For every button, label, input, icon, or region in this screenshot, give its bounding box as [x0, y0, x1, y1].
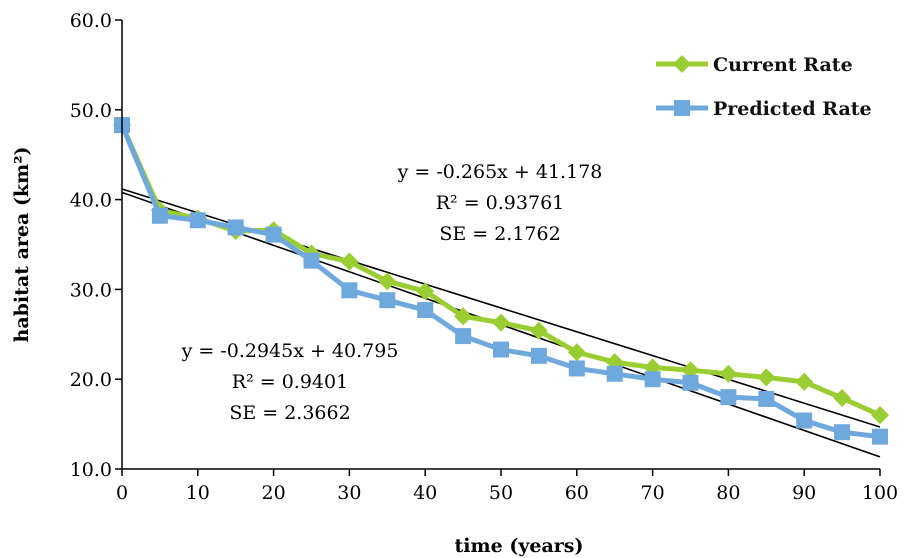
data-point — [757, 368, 776, 387]
annotation-equation: y = -0.265x + 41.178 — [397, 161, 603, 183]
x-tick-label: 80 — [716, 482, 740, 504]
y-tick-label: 50.0 — [70, 100, 112, 122]
x-tick-label: 10 — [186, 482, 210, 504]
x-tick-label: 20 — [262, 482, 286, 504]
legend: Current Rate Predicted Rate — [656, 54, 872, 120]
data-point — [151, 207, 168, 224]
data-point — [719, 364, 738, 383]
data-point — [265, 226, 282, 243]
y-tick-label: 10.0 — [70, 459, 112, 481]
data-point — [758, 390, 775, 407]
data-point — [492, 313, 510, 332]
annotation-standard-error: SE = 2.1762 — [439, 223, 560, 245]
data-point — [529, 321, 548, 340]
x-axis-title: time (years) — [455, 535, 584, 557]
annotation-r-squared: R² = 0.93761 — [436, 192, 565, 214]
data-point — [454, 307, 473, 326]
data-point — [568, 360, 585, 377]
legend-item-current-rate: Current Rate — [656, 54, 853, 76]
x-tick-label: 70 — [641, 482, 665, 504]
series-layer — [113, 116, 889, 445]
annotation-predicted-rate: y = -0.2945x + 40.795 R² = 0.9401 SE = 2… — [181, 340, 399, 424]
data-point — [378, 272, 397, 291]
x-tick-label: 100 — [862, 482, 898, 504]
data-point — [834, 424, 851, 441]
data-point — [567, 343, 586, 362]
x-tick-label: 40 — [413, 482, 437, 504]
data-point — [455, 328, 472, 345]
data-point — [416, 282, 435, 301]
legend-label-predicted-rate: Predicted Rate — [713, 98, 872, 120]
legend-marker-diamond — [673, 55, 691, 73]
annotation-current-rate: y = -0.265x + 41.178 R² = 0.93761 SE = 2… — [397, 161, 603, 245]
data-point — [189, 212, 206, 229]
annotation-equation: y = -0.2945x + 40.795 — [181, 340, 399, 362]
x-tick-label: 30 — [337, 482, 361, 504]
tick-layer: 10.0 20.0 30.0 40.0 50.0 60.0 0 10 20 30 40 50 60 70 8… — [70, 10, 898, 504]
data-point — [681, 361, 700, 380]
data-point — [682, 374, 699, 391]
data-point — [644, 371, 661, 388]
series-predicted-rate — [114, 117, 888, 445]
data-point — [227, 219, 244, 236]
y-tick-label: 30.0 — [70, 279, 112, 301]
data-point — [833, 389, 852, 408]
data-point — [341, 282, 358, 299]
data-point — [720, 389, 737, 406]
annotation-r-squared: R² = 0.9401 — [232, 371, 348, 393]
data-point — [606, 365, 623, 382]
y-tick-label: 60.0 — [70, 10, 112, 32]
y-tick-label: 20.0 — [70, 369, 112, 391]
legend-label-current-rate: Current Rate — [713, 54, 853, 76]
data-point — [303, 252, 320, 269]
annotation-standard-error: SE = 2.3662 — [229, 402, 350, 424]
x-tick-label: 90 — [792, 482, 816, 504]
data-point — [340, 252, 359, 271]
x-tick-label: 0 — [116, 482, 128, 504]
data-point — [530, 347, 547, 364]
data-point — [417, 302, 434, 319]
data-point — [872, 428, 888, 445]
data-point — [379, 292, 396, 309]
y-tick-label: 40.0 — [70, 190, 112, 212]
x-tick-label: 50 — [489, 482, 513, 504]
data-point — [871, 406, 889, 425]
legend-marker-square — [674, 100, 690, 116]
x-tick-label: 60 — [565, 482, 589, 504]
data-point — [795, 372, 814, 391]
legend-item-predicted-rate: Predicted Rate — [656, 98, 872, 120]
data-point — [493, 341, 509, 358]
data-point — [796, 412, 813, 429]
y-axis-title: habitat area (km²) — [11, 146, 33, 342]
